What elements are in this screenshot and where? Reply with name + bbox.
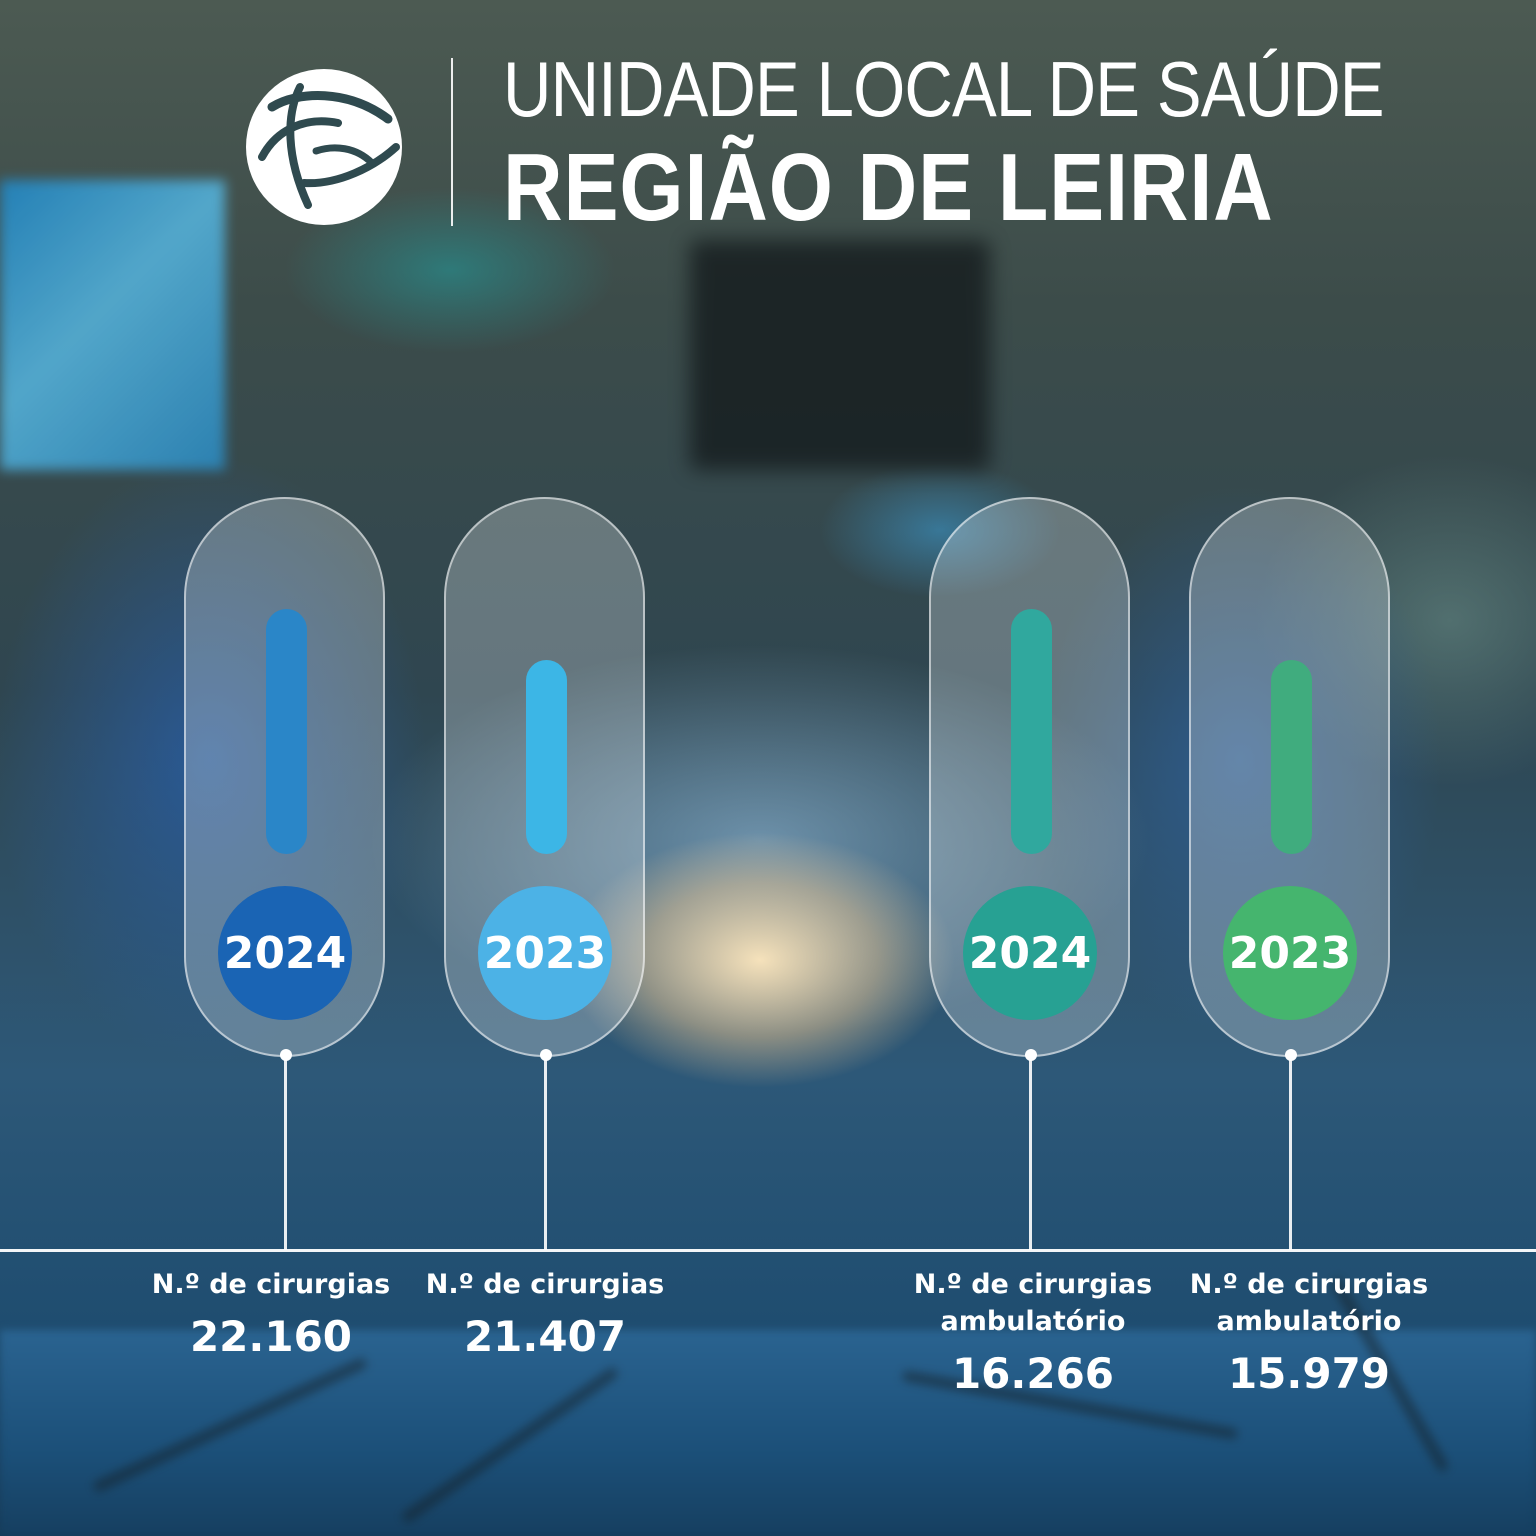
organization-name-line1: UNIDADE LOCAL DE SAÚDE — [503, 45, 1385, 133]
background-monitor — [0, 180, 225, 470]
stat-caption: N.º de cirurgias — [151, 1269, 391, 1300]
stat-caption: N.º de cirurgias — [913, 1269, 1153, 1300]
stat-bar — [1011, 609, 1052, 854]
stat-value: 15.979 — [1227, 1349, 1391, 1398]
stat-label-surgeries-2023: N.º de cirurgias 21.407 — [410, 1266, 680, 1367]
stat-pill-ambulatory-2023: 2023 — [1189, 497, 1390, 1057]
stat-caption: N.º de cirurgias — [1189, 1269, 1429, 1300]
stat-label-ambulatory-2024: N.º de cirurgias ambulatório 16.266 — [898, 1266, 1168, 1404]
year-badge: 2023 — [478, 886, 612, 1020]
stat-pill-surgeries-2023: 2023 — [444, 497, 645, 1057]
stat-value: 16.266 — [951, 1349, 1115, 1398]
header-divider — [451, 58, 453, 226]
connector-line — [284, 1055, 287, 1250]
background-surgical-lamp — [690, 240, 990, 470]
stat-pill-surgeries-2024: 2024 — [184, 497, 385, 1057]
year-badge: 2024 — [963, 886, 1097, 1020]
connector-line — [1029, 1055, 1032, 1250]
background-instrument-tray — [0, 1330, 1536, 1536]
stat-caption-line2: ambulatório — [1216, 1306, 1402, 1337]
connector-line — [544, 1055, 547, 1250]
stat-label-ambulatory-2023: N.º de cirurgias ambulatório 15.979 — [1174, 1266, 1444, 1404]
stat-value: 21.407 — [463, 1312, 627, 1361]
stat-bar — [526, 660, 567, 854]
stat-caption-line2: ambulatório — [940, 1306, 1126, 1337]
stat-bar — [266, 609, 307, 854]
connector-line — [1289, 1055, 1292, 1250]
stat-bar — [1271, 660, 1312, 854]
stat-caption: N.º de cirurgias — [425, 1269, 665, 1300]
year-badge: 2024 — [218, 886, 352, 1020]
stat-label-surgeries-2024: N.º de cirurgias 22.160 — [136, 1266, 406, 1367]
timeline-baseline — [0, 1249, 1536, 1252]
organization-name-line2: REGIÃO DE LEIRIA — [503, 134, 1274, 241]
stat-pill-ambulatory-2024: 2024 — [929, 497, 1130, 1057]
stat-value: 22.160 — [189, 1312, 353, 1361]
year-badge: 2023 — [1223, 886, 1357, 1020]
uls-logo-icon — [246, 69, 402, 225]
